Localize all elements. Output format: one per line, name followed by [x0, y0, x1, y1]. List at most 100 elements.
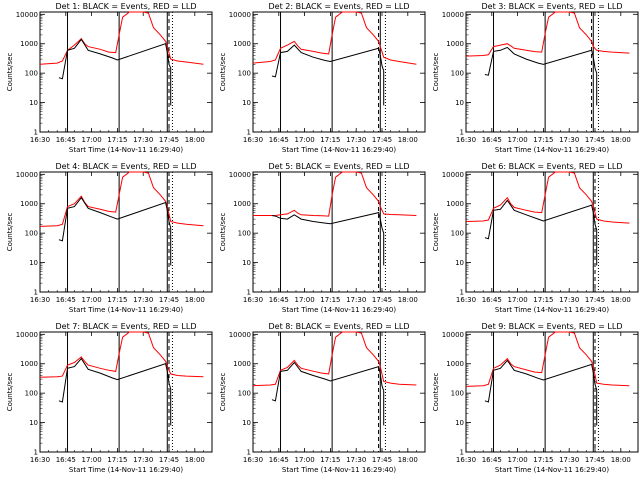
y-tick-label: 10000: [442, 11, 464, 19]
x-tick-label: 17:45: [372, 136, 392, 144]
y-axis-label: Counts/sec: [219, 373, 227, 412]
series-line-lld: [252, 11, 417, 65]
series-line-events: [271, 361, 385, 426]
panel-title: Det 9: BLACK = Events, RED = LLD: [482, 322, 623, 331]
series-line-events: [484, 46, 598, 106]
x-axis-label: Start Time (14-Nov-11 16:29:40): [69, 466, 183, 474]
x-tick-label: 17:45: [585, 456, 605, 464]
y-tick-label: 10000: [16, 11, 38, 19]
series-line-events: [271, 44, 385, 106]
y-tick-label: 1: [247, 129, 251, 137]
plot-frame: [39, 11, 213, 133]
series-line-events: [58, 38, 172, 106]
x-tick-label: 17:15: [320, 456, 340, 464]
x-tick-label: 16:30: [243, 296, 263, 304]
y-tick-label: 10000: [16, 171, 38, 179]
y-tick-label: 1000: [446, 200, 464, 208]
x-axis-label: Start Time (14-Nov-11 16:29:40): [495, 146, 609, 154]
x-tick-label: 17:15: [320, 136, 340, 144]
x-axis-label: Start Time (14-Nov-11 16:29:40): [495, 466, 609, 474]
x-tick-label: 18:00: [185, 296, 205, 304]
x-tick-label: 17:45: [585, 136, 605, 144]
y-tick-label: 1000: [233, 360, 251, 368]
x-tick-label: 18:00: [185, 456, 205, 464]
x-tick-label: 17:45: [159, 296, 179, 304]
x-axis-label: Start Time (14-Nov-11 16:29:40): [282, 306, 396, 314]
x-tick-label: 17:15: [107, 456, 127, 464]
y-axis-label: Counts/sec: [432, 213, 440, 252]
y-tick-label: 100: [25, 230, 38, 238]
y-axis-label: Counts/sec: [6, 373, 14, 412]
x-tick-label: 16:30: [243, 136, 263, 144]
y-tick-label: 100: [238, 70, 251, 78]
x-tick-label: 17:15: [320, 296, 340, 304]
y-tick-label: 1000: [233, 40, 251, 48]
y-axis-label: Counts/sec: [219, 53, 227, 92]
series-line-lld: [39, 11, 204, 65]
y-tick-label: 10: [455, 99, 464, 107]
panel-det-6: [465, 171, 639, 293]
series-line-events: [484, 199, 598, 266]
y-tick-label: 10000: [442, 171, 464, 179]
series-line-events: [58, 196, 172, 266]
y-tick-label: 100: [451, 390, 464, 398]
plot-frame: [465, 11, 639, 133]
x-tick-label: 17:00: [508, 296, 528, 304]
x-axis-label: Start Time (14-Nov-11 16:29:40): [495, 306, 609, 314]
y-tick-label: 1: [247, 289, 251, 297]
x-tick-label: 17:30: [346, 136, 366, 144]
x-tick-label: 17:45: [372, 456, 392, 464]
x-tick-label: 17:30: [559, 456, 579, 464]
x-tick-label: 17:30: [346, 456, 366, 464]
x-tick-label: 16:45: [269, 136, 289, 144]
panel-det-4: [39, 171, 213, 293]
x-tick-label: 17:30: [133, 456, 153, 464]
x-tick-label: 17:30: [559, 136, 579, 144]
y-tick-label: 1: [34, 289, 38, 297]
series-line-lld: [39, 331, 204, 378]
y-tick-label: 10: [455, 259, 464, 267]
y-tick-label: 100: [451, 70, 464, 78]
x-tick-label: 17:15: [107, 136, 127, 144]
series-line-lld: [253, 171, 417, 217]
y-tick-label: 10: [29, 419, 38, 427]
x-tick-label: 16:45: [269, 456, 289, 464]
plot-frame: [465, 171, 639, 293]
x-tick-label: 18:00: [611, 296, 631, 304]
y-tick-label: 100: [25, 390, 38, 398]
x-tick-label: 17:45: [159, 456, 179, 464]
y-axis-label: Counts/sec: [432, 373, 440, 412]
panel-title: Det 1: BLACK = Events, RED = LLD: [56, 2, 197, 11]
panel-det-1: [39, 11, 213, 133]
y-axis-label: Counts/sec: [219, 213, 227, 252]
x-tick-label: 17:15: [533, 456, 553, 464]
plot-frame: [39, 331, 213, 453]
y-tick-label: 1000: [20, 360, 38, 368]
x-tick-label: 18:00: [398, 456, 418, 464]
panel-title: Det 6: BLACK = Events, RED = LLD: [482, 162, 623, 171]
y-tick-label: 1: [247, 449, 251, 457]
x-tick-label: 17:45: [159, 136, 179, 144]
y-tick-label: 100: [238, 390, 251, 398]
x-tick-label: 16:30: [30, 136, 50, 144]
y-tick-label: 10: [29, 99, 38, 107]
x-tick-label: 17:15: [533, 136, 553, 144]
series-line-lld: [465, 11, 630, 57]
y-tick-label: 10: [242, 259, 251, 267]
x-tick-label: 18:00: [398, 136, 418, 144]
y-axis-label: Counts/sec: [6, 213, 14, 252]
x-tick-label: 17:00: [295, 456, 315, 464]
x-tick-label: 18:00: [185, 136, 205, 144]
x-axis-label: Start Time (14-Nov-11 16:29:40): [282, 466, 396, 474]
series-line-events: [484, 359, 598, 426]
panel-title: Det 3: BLACK = Events, RED = LLD: [482, 2, 623, 11]
y-axis-label: Counts/sec: [432, 53, 440, 92]
x-tick-label: 17:30: [559, 296, 579, 304]
x-tick-label: 18:00: [611, 136, 631, 144]
x-tick-label: 18:00: [611, 456, 631, 464]
y-tick-label: 10: [242, 99, 251, 107]
x-tick-label: 17:45: [585, 296, 605, 304]
series-line-lld: [252, 331, 417, 387]
panel-det-2: [252, 11, 426, 133]
